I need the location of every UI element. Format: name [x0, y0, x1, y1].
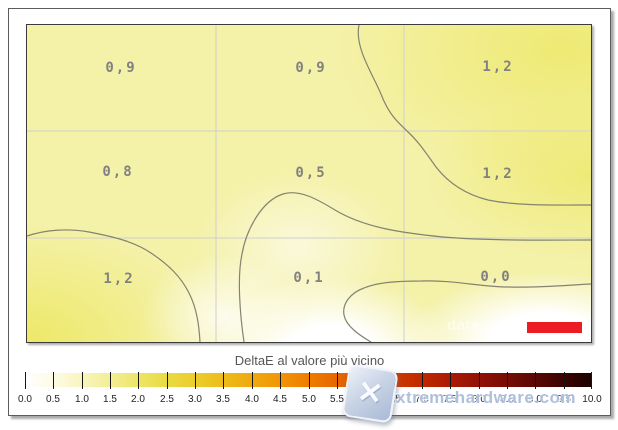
- colorbar-tick-label: 7.5: [443, 394, 457, 405]
- colorbar-tick: [252, 372, 253, 389]
- colorbar-tick: [280, 372, 281, 389]
- cell-value: 0,0: [480, 269, 512, 285]
- colorbar: 0.00.51.01.52.02.53.03.54.04.55.05.56.06…: [18, 372, 602, 405]
- uniformity-heatmap: 0,9 0,9 1,2 0,8 0,5 1,2 1,2 0,1 0,0 data…: [26, 24, 592, 343]
- contour-overlay: [27, 25, 591, 342]
- cell-value: 1,2: [482, 59, 514, 75]
- x-glyph: ✕: [355, 374, 386, 412]
- colorbar-tick-label: 7.0: [415, 394, 429, 405]
- colorbar-tick-label: 5.5: [330, 394, 344, 405]
- colorbar-tick-label: 3.5: [216, 394, 230, 405]
- colorbar-tick: [591, 372, 592, 389]
- colorbar-tick: [479, 372, 480, 389]
- colorbar-tick-label: 3.0: [188, 394, 202, 405]
- colorbar-tick: [82, 372, 83, 389]
- colorbar-tick-label: 1.0: [75, 394, 89, 405]
- colorbar-tick: [535, 372, 536, 389]
- colorbar-tick: [53, 372, 54, 389]
- colorbar-tick-label: 10.0: [582, 394, 602, 405]
- colorbar-tick-label: 1.5: [103, 394, 117, 405]
- colorbar-tick: [450, 372, 451, 389]
- contour-line: [343, 280, 591, 342]
- colorbar-tick: [507, 372, 508, 389]
- colorbar-tick-label: 9.5: [557, 394, 571, 405]
- colorbar-tick-label: 8.0: [472, 394, 486, 405]
- cell-value: 0,9: [295, 60, 327, 76]
- cell-value: 0,1: [293, 270, 325, 286]
- colorbar-tick: [138, 372, 139, 389]
- cell-value: 0,9: [105, 60, 137, 76]
- contour-line: [27, 229, 201, 342]
- colorbar-tick: [25, 372, 26, 389]
- colorbar-tick: [422, 372, 423, 389]
- colorbar-tick-label: 8.5: [500, 394, 514, 405]
- colorbar-tick: [195, 372, 196, 389]
- cell-value: 0,5: [295, 165, 327, 181]
- cell-value: 0,8: [102, 164, 134, 180]
- watermark-text: xtremehardware.com: [396, 388, 577, 407]
- colorbar-tick-label: 0.5: [46, 394, 60, 405]
- colorbar-tick-label: 2.0: [131, 394, 145, 405]
- colorbar-tick-label: 5.0: [302, 394, 316, 405]
- colorbar-tick: [110, 372, 111, 389]
- report-panel: 0,9 0,9 1,2 0,8 0,5 1,2 1,2 0,1 0,0 data…: [8, 8, 611, 416]
- cell-value: 1,2: [482, 166, 514, 182]
- colorbar-tick-label: 4.5: [273, 394, 287, 405]
- colorbar-title: DeltaE al valore più vicino: [234, 353, 385, 368]
- cell-value: 1,2: [103, 271, 135, 287]
- colorbar-tick: [564, 372, 565, 389]
- datacolor-watermark-text: datacolor: [447, 317, 520, 334]
- contour-line: [357, 25, 591, 206]
- x-logo-icon: ✕: [341, 363, 399, 424]
- colorbar-tick: [337, 372, 338, 389]
- datacolor-logo-bar: [527, 322, 582, 333]
- colorbar-tick: [309, 372, 310, 389]
- colorbar-tick: [223, 372, 224, 389]
- colorbar-tick-label: 4.0: [245, 394, 259, 405]
- colorbar-tick: [167, 372, 168, 389]
- colorbar-tick-label: 2.5: [160, 394, 174, 405]
- colorbar-tick-label: 0.0: [18, 394, 32, 405]
- colorbar-tick-label: 9.0: [528, 394, 542, 405]
- contour-line: [238, 192, 591, 342]
